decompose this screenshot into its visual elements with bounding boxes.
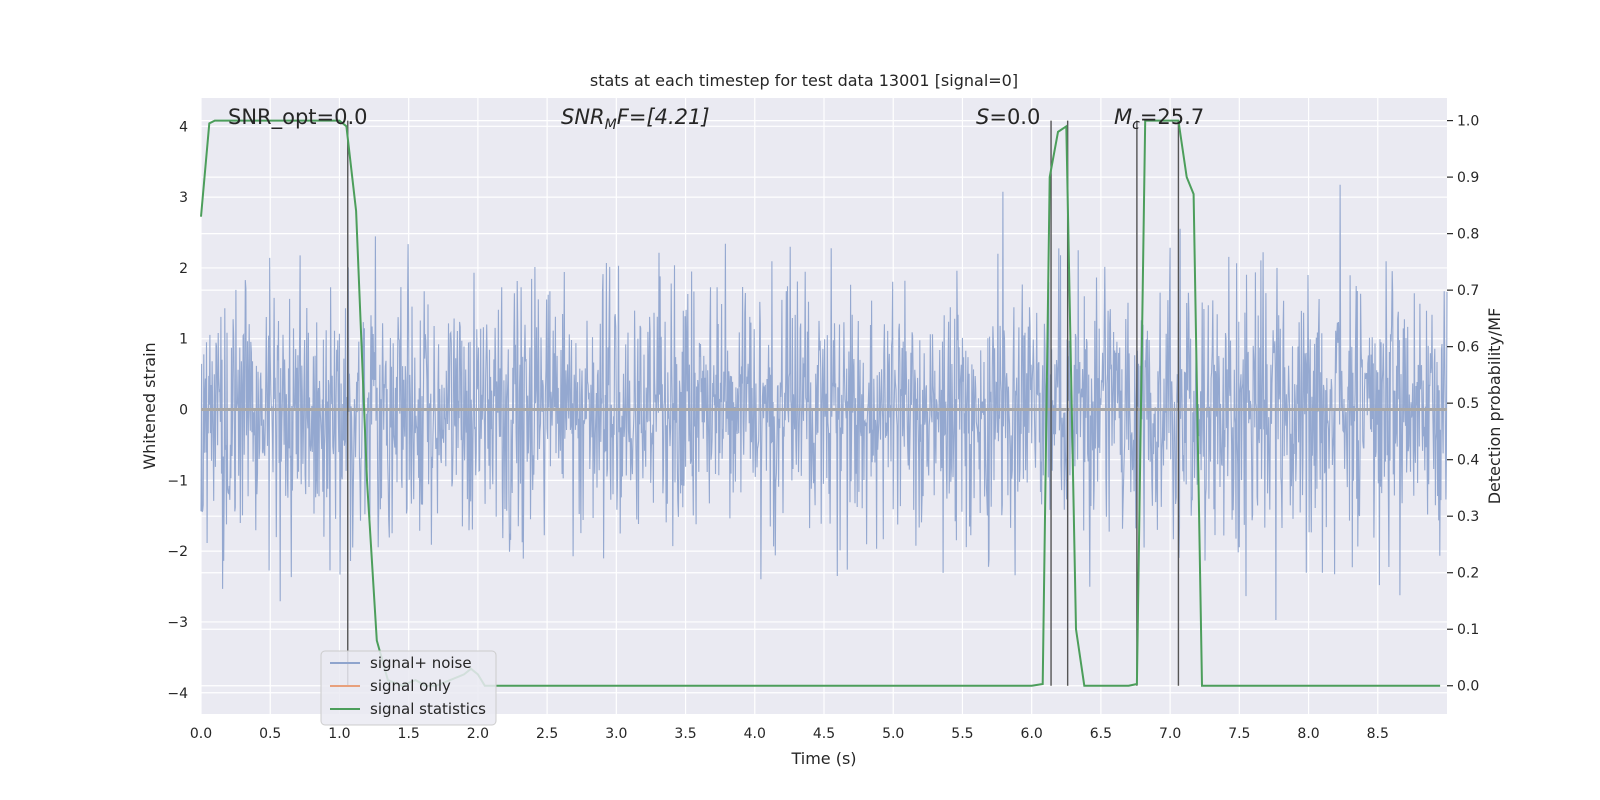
annotation-mc-base: M (1114, 105, 1132, 129)
x-tick-label: 5.0 (882, 726, 904, 742)
legend-label-signal-plus-noise: signal+ noise (370, 654, 472, 672)
y-right-tick-label: 1.0 (1457, 114, 1479, 130)
annotation-snr-mf-rest: F=[4.21] (617, 105, 710, 129)
legend-label-signal-statistics: signal statistics (370, 700, 486, 718)
annotation-snr-mf-sub: M (605, 117, 617, 133)
plot-area (200, 98, 1448, 714)
x-tick-label: 4.0 (744, 726, 766, 742)
y-right-tick-label: 0.0 (1457, 679, 1479, 695)
x-tick-label: 8.0 (1297, 726, 1319, 742)
y-left-tick-label: 1 (179, 332, 188, 348)
y-right-tick-label: 0.6 (1457, 340, 1479, 356)
y-left-tick-label: −3 (167, 615, 188, 631)
annotation-snr-mf: SNRMF=[4.21] (561, 105, 710, 133)
statistics-line (200, 119, 1441, 687)
y-axis-left-label: Whitened strain (140, 342, 159, 469)
y-left-tick-label: 3 (179, 190, 188, 206)
y-right-tick-label: 0.4 (1457, 453, 1479, 469)
x-tick-label: 2.5 (536, 726, 558, 742)
y-axis-right-ticks: 1.0 0.9 0.8 0.7 0.6 0.5 0.4 0.3 0.2 0.1 0.0 (1447, 114, 1479, 695)
y-left-tick-label: 0 (179, 403, 188, 419)
x-axis-label: Time (s) (790, 749, 856, 768)
x-tick-label: 0.5 (259, 726, 281, 742)
x-tick-label: 6.0 (1021, 726, 1043, 742)
y-right-tick-label: 0.7 (1457, 283, 1479, 299)
y-left-tick-label: 2 (179, 261, 188, 277)
annotation-mc-rest: =25.7 (1140, 105, 1204, 129)
y-right-tick-label: 0.3 (1457, 509, 1479, 525)
x-tick-label: 0.0 (190, 726, 212, 742)
annotation-snr-mf-base: SNR (561, 105, 605, 129)
x-tick-label: 3.5 (674, 726, 696, 742)
y-left-tick-label: −1 (167, 473, 188, 489)
y-right-tick-label: 0.9 (1457, 170, 1479, 186)
x-tick-label: 5.5 (951, 726, 973, 742)
x-tick-label: 6.5 (1090, 726, 1112, 742)
annotation-s-rest: =0.0 (989, 105, 1040, 129)
chart-title: stats at each timestep for test data 130… (590, 71, 1018, 90)
x-tick-label: 2.0 (467, 726, 489, 742)
x-axis-ticks: 0.0 0.5 1.0 1.5 2.0 2.5 3.0 3.5 4.0 4.5 5.0 5.5 6.0 6… (190, 726, 1389, 742)
annotation-mc: Mc=25.7 (1114, 105, 1204, 133)
y-left-tick-label: −4 (167, 686, 188, 702)
legend-label-signal-only: signal only (370, 677, 451, 695)
x-tick-label: 3.0 (605, 726, 627, 742)
legend-box (320, 650, 497, 726)
y-axis-left-ticks: 4 3 2 1 0 −1 −2 −3 −4 (167, 119, 188, 701)
x-tick-label: 7.0 (1159, 726, 1181, 742)
annotation-s-base: S (976, 105, 989, 129)
y-right-tick-label: 0.2 (1457, 566, 1479, 582)
x-tick-label: 4.5 (813, 726, 835, 742)
legend: signal+ noise signal only signal statist… (320, 650, 497, 726)
y-axis-right-label: Detection probability/MF (1485, 308, 1504, 505)
y-right-tick-label: 0.8 (1457, 227, 1479, 243)
noise-line (200, 184, 1448, 621)
x-tick-label: 7.5 (1228, 726, 1250, 742)
series-signal-plus-noise (200, 184, 1448, 621)
annotation-s: S=0.0 (976, 105, 1040, 129)
x-tick-label: 1.0 (328, 726, 350, 742)
y-left-tick-label: −2 (167, 544, 188, 560)
series-signal-statistics (200, 119, 1441, 687)
x-tick-label: 8.5 (1367, 726, 1389, 742)
x-tick-label: 1.5 (398, 726, 420, 742)
annotation-snr-opt: SNR_opt=0.0 (228, 105, 368, 130)
y-right-tick-label: 0.1 (1457, 622, 1479, 638)
y-right-tick-label: 0.5 (1457, 396, 1479, 412)
y-left-tick-label: 4 (179, 119, 188, 135)
annotation-mc-sub: c (1132, 117, 1140, 133)
